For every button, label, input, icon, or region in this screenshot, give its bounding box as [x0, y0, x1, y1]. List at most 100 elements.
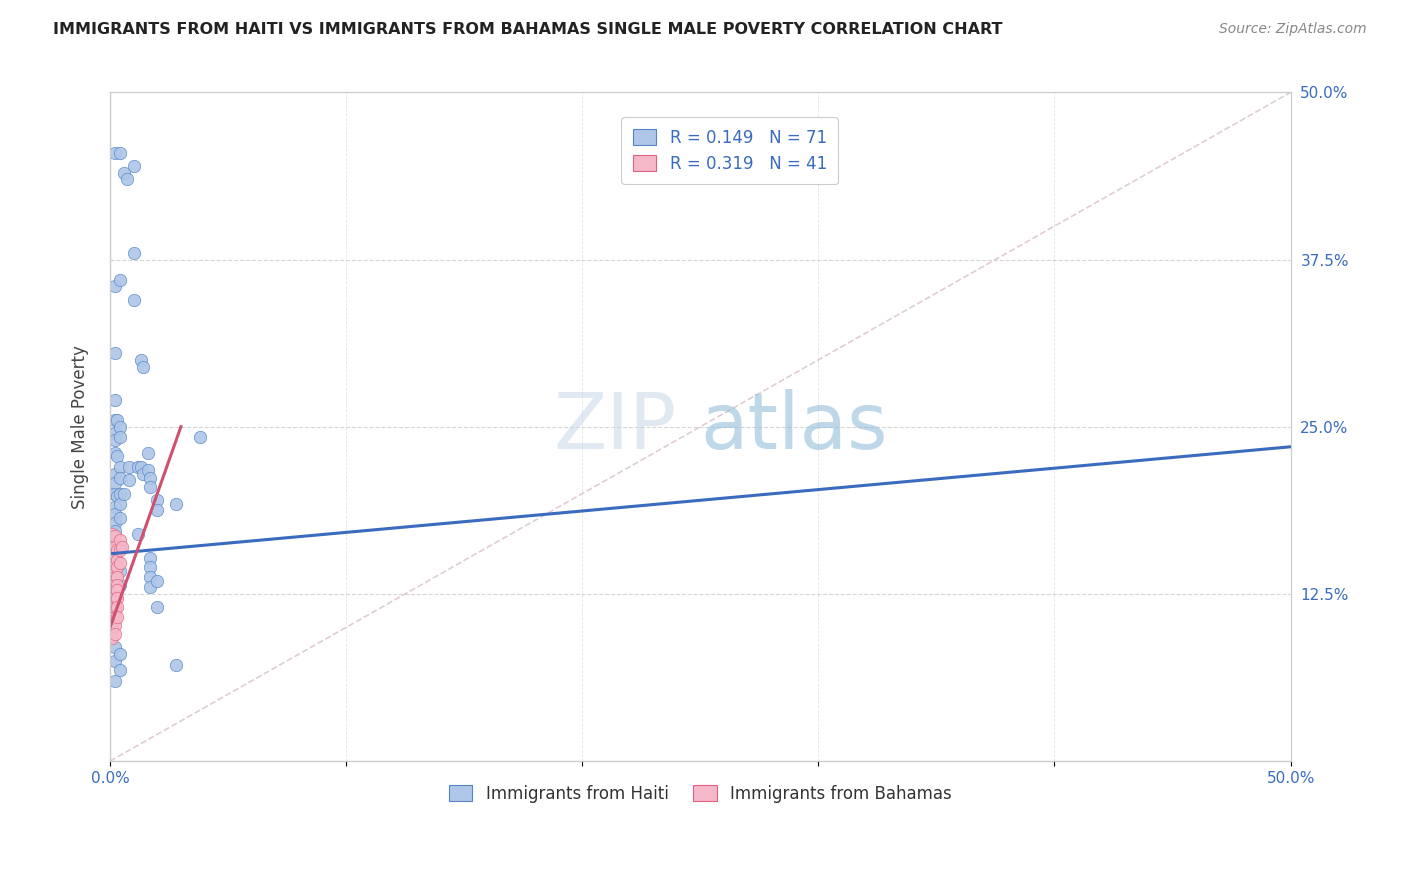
Point [104, 556, 127, 570]
Point [139, 470, 162, 484]
Point [101, 596, 124, 610]
Point [136, 446, 159, 460]
Point [105, 591, 128, 605]
Y-axis label: Single Male Poverty: Single Male Poverty [72, 345, 89, 508]
Point [104, 392, 127, 407]
Point [104, 540, 127, 554]
Point [101, 604, 124, 618]
Point [146, 600, 169, 615]
Point [104, 604, 127, 618]
Point [104, 500, 127, 514]
Point [104, 542, 127, 557]
Point [104, 467, 127, 481]
Text: Source: ZipAtlas.com: Source: ZipAtlas.com [1219, 22, 1367, 37]
Point [165, 497, 187, 511]
Point [108, 542, 131, 557]
Point [108, 533, 131, 548]
Point [139, 569, 162, 583]
Point [101, 553, 124, 567]
Point [108, 419, 131, 434]
Point [104, 524, 127, 538]
Point [104, 413, 127, 427]
Point [108, 556, 131, 570]
Point [104, 654, 127, 668]
Point [101, 574, 124, 588]
Point [104, 556, 127, 570]
Point [101, 566, 124, 581]
Point [122, 245, 145, 260]
Point [105, 569, 128, 583]
Point [188, 430, 211, 444]
Point [108, 145, 131, 160]
Point [105, 577, 128, 591]
Point [129, 352, 152, 367]
Point [115, 172, 138, 186]
Point [101, 537, 124, 551]
Point [165, 657, 187, 672]
Point [127, 526, 149, 541]
Point [118, 459, 141, 474]
Point [104, 564, 127, 578]
Point [101, 542, 124, 557]
Point [112, 486, 135, 500]
Point [104, 564, 127, 578]
Point [105, 582, 128, 597]
Point [105, 489, 128, 503]
Point [118, 473, 141, 487]
Point [139, 580, 162, 594]
Point [104, 529, 127, 543]
Point [104, 279, 127, 293]
Point [104, 582, 127, 597]
Point [101, 609, 124, 624]
Point [108, 459, 131, 474]
Point [146, 493, 169, 508]
Point [122, 159, 145, 173]
Point [104, 516, 127, 530]
Point [104, 577, 127, 591]
Text: IMMIGRANTS FROM HAITI VS IMMIGRANTS FROM BAHAMAS SINGLE MALE POVERTY CORRELATION: IMMIGRANTS FROM HAITI VS IMMIGRANTS FROM… [53, 22, 1002, 37]
Point [104, 507, 127, 521]
Point [104, 145, 127, 160]
Point [108, 430, 131, 444]
Point [108, 510, 131, 524]
Point [112, 166, 135, 180]
Point [104, 346, 127, 360]
Point [104, 640, 127, 655]
Point [105, 600, 128, 615]
Point [105, 560, 128, 574]
Point [146, 574, 169, 588]
Text: ZIP: ZIP [554, 389, 676, 465]
Point [108, 663, 131, 677]
Point [108, 540, 131, 554]
Point [105, 449, 128, 463]
Point [139, 560, 162, 574]
Point [104, 486, 127, 500]
Point [101, 560, 124, 574]
Point [104, 446, 127, 460]
Point [104, 617, 127, 632]
Point [104, 600, 127, 615]
Point [104, 577, 127, 591]
Point [104, 609, 127, 624]
Point [104, 536, 127, 550]
Point [104, 627, 127, 641]
Point [104, 475, 127, 490]
Point [139, 550, 162, 565]
Point [108, 647, 131, 661]
Point [136, 462, 159, 476]
Point [104, 673, 127, 688]
Point [108, 272, 131, 286]
Point [104, 569, 127, 583]
Point [127, 459, 149, 474]
Point [108, 564, 131, 578]
Point [132, 359, 155, 374]
Text: atlas: atlas [700, 389, 887, 465]
Point [104, 596, 127, 610]
Point [104, 547, 127, 561]
Point [108, 486, 131, 500]
Point [108, 577, 131, 591]
Point [105, 553, 128, 567]
Point [104, 587, 127, 601]
Point [101, 591, 124, 605]
Point [101, 617, 124, 632]
